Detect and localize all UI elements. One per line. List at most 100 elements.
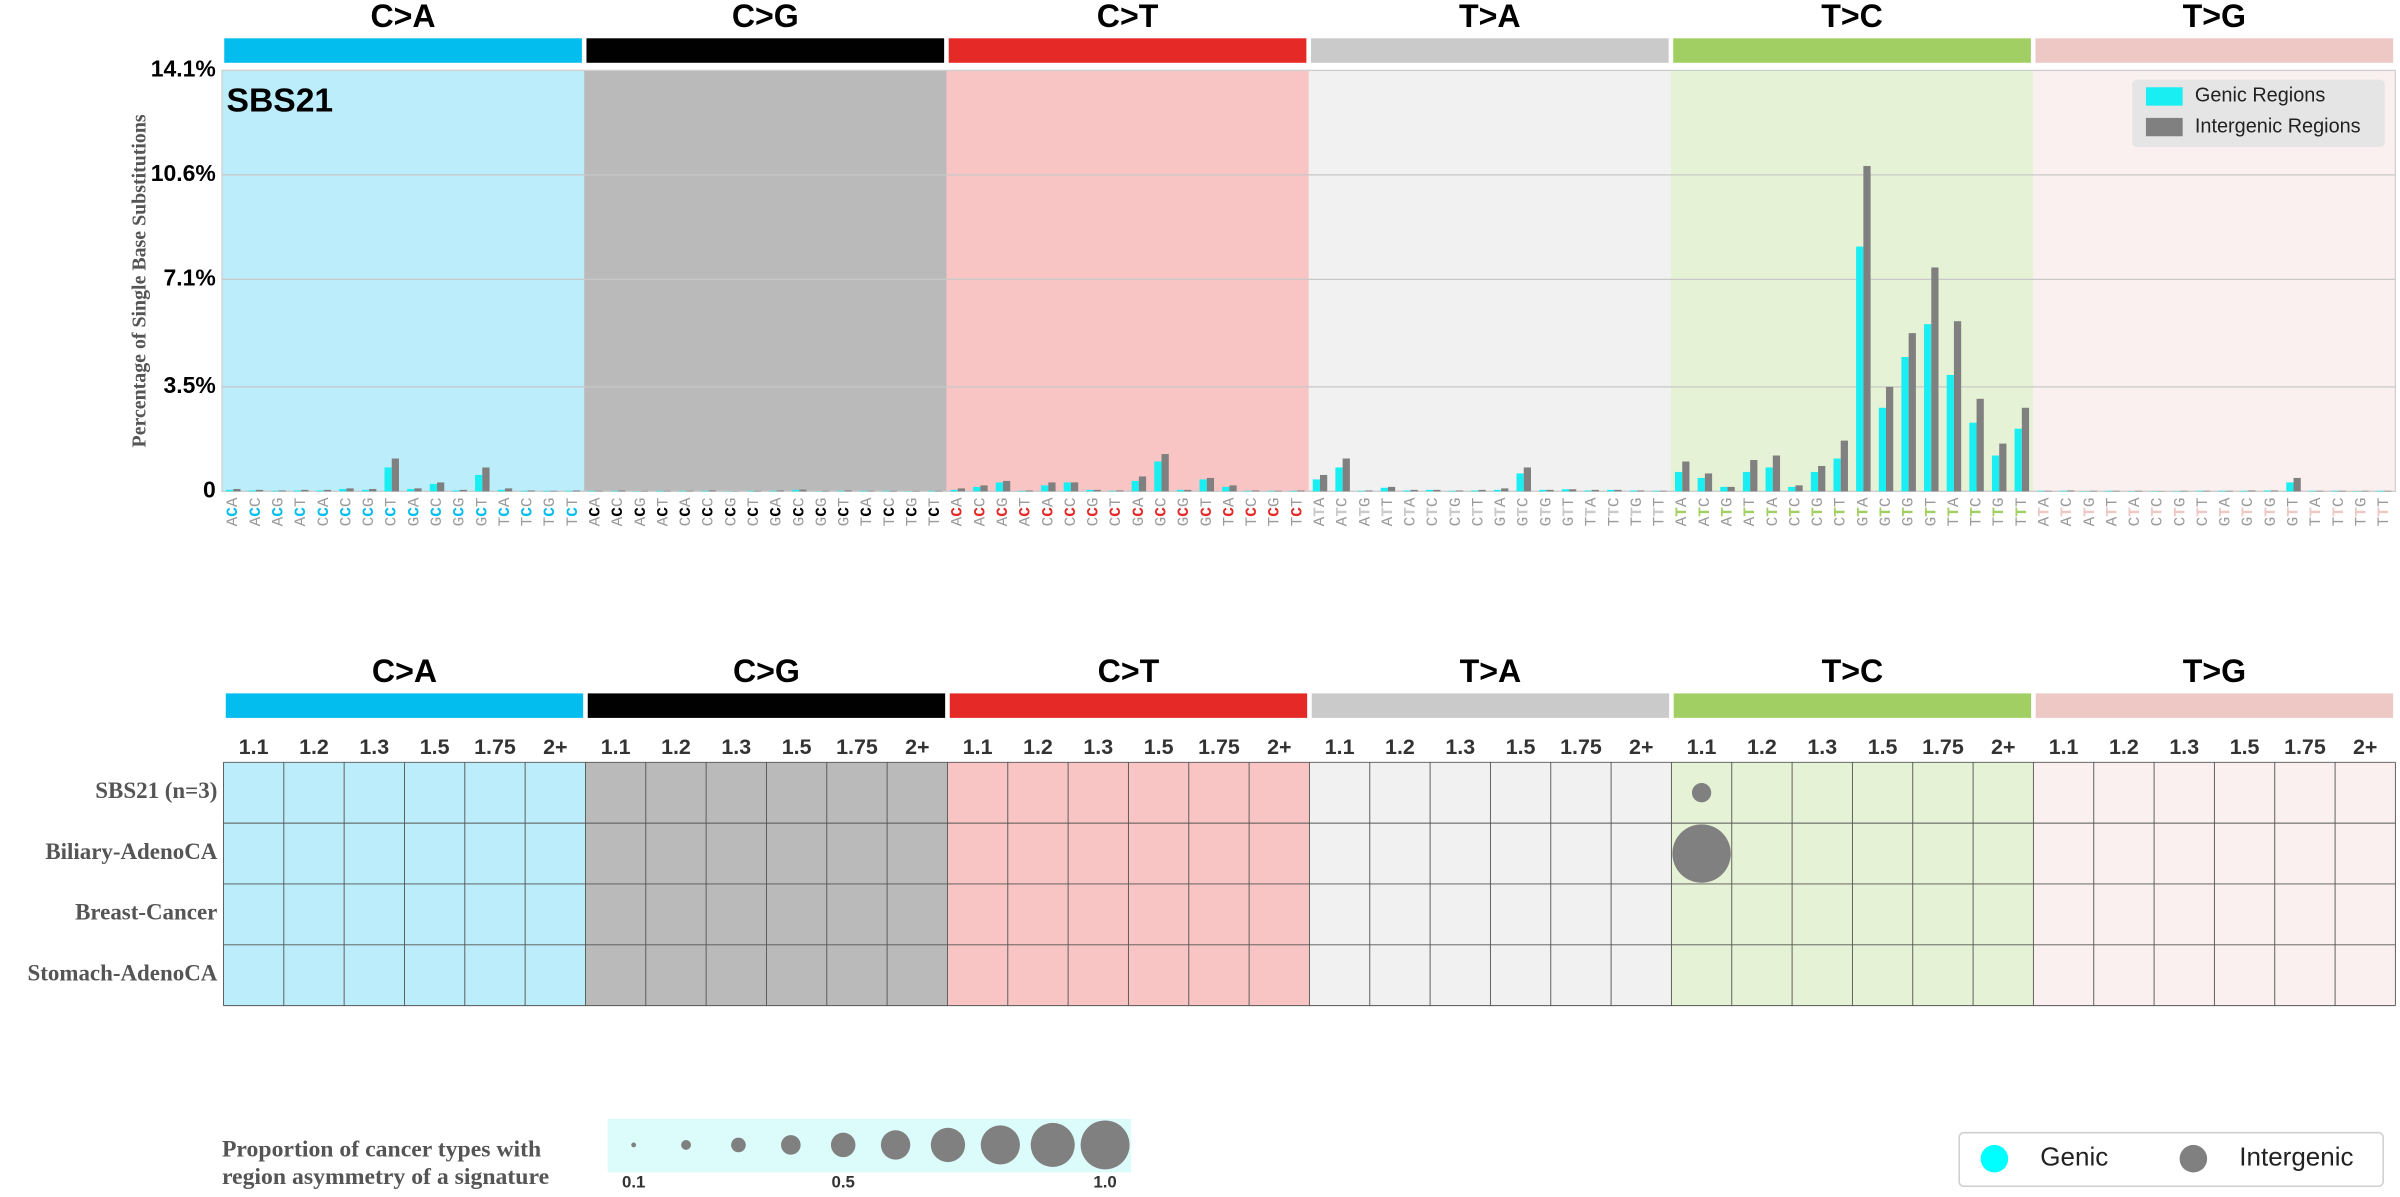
context-letter: T [1538,507,1556,517]
context-letter: T [1877,507,1895,517]
context-letter: T [1651,507,1669,517]
bar [1607,489,1615,492]
context-letter: C [2330,497,2348,507]
group-header-bar [949,693,1308,718]
context-letter: T [1787,507,1805,517]
context-letter: T [2104,497,2122,507]
context-letter: G [2262,517,2280,527]
size-legend-tick: 0.5 [831,1173,854,1192]
context-letter: T [2036,507,2054,517]
legend-swatch [2145,117,2183,137]
group-header-bar [2035,38,2394,63]
context-letter: T [1606,516,1624,526]
context-letter: G [360,497,378,507]
context-letter: T [1583,507,1601,517]
x-tick-label: ATG [2081,497,2099,526]
bar [1335,467,1343,492]
context-letter: A [972,516,990,526]
context-letter: T [2285,497,2303,507]
context-letter: C [1085,507,1103,517]
bar [1342,458,1350,492]
context-letter: G [813,497,831,507]
context-letter: T [2081,507,2099,517]
bar [1539,489,1547,492]
group-header-label: C>G [732,0,799,34]
context-letter: T [1266,516,1284,526]
bar [1856,246,1864,492]
bar [429,483,438,492]
bar [1818,465,1826,492]
y-axis-title: Percentage of Single Base Substitutions [128,114,150,447]
x-tick-label: TCT [926,497,944,526]
x-tick-label: GTT [1560,497,1578,526]
bar [497,489,505,492]
bar [1138,476,1147,492]
context-letter: T [1764,507,1782,517]
bar [1704,473,1713,492]
context-letter: C [1130,507,1148,517]
bar [935,490,943,492]
bar [1523,467,1532,492]
context-letter: T [1651,516,1669,526]
column-label: 1.5 [420,735,450,759]
context-letter: G [2217,517,2235,527]
context-letter: T [1696,507,1714,517]
x-tick-label: CCA [677,497,695,526]
x-tick-label: TTG [1990,497,2008,526]
size-legend-bubble [830,1132,856,1158]
bar [1682,461,1690,492]
bar [656,490,664,492]
column-label: 1.3 [721,735,751,759]
context-letter: T [655,497,673,507]
bar [1546,489,1554,492]
context-letter: A [994,516,1012,526]
bar [2105,490,2113,492]
bar [361,489,370,492]
context-letter: T [292,497,310,507]
bar [248,490,256,492]
context-letter: C [451,507,469,517]
context-letter: C [677,507,695,517]
context-letter: G [768,517,786,527]
bar [1908,333,1916,492]
context-letter: C [1085,517,1103,527]
context-letter: A [2058,516,2076,526]
region-background [1670,70,2034,492]
x-tick-label: CCC [700,497,718,526]
bar [588,490,596,492]
context-letter: C [1153,497,1171,507]
bar [459,489,467,492]
context-letter: T [2330,507,2348,517]
bar [1018,490,1026,492]
context-letter: A [1357,516,1375,526]
context-letter: C [700,507,718,517]
context-letter: T [2104,507,2122,517]
group-header-label: T>C [1822,653,1884,689]
context-letter: T [1470,497,1488,507]
column-label: 2+ [1991,735,2015,759]
y-tick-label: 0 [203,476,216,502]
bar [957,488,965,492]
context-letter: T [2353,507,2371,517]
bar [527,490,535,492]
context-letter: C [1153,507,1171,517]
column-label: 1.2 [1747,735,1777,759]
size-legend-bubble [631,1142,637,1148]
context-letter: G [1990,497,2008,507]
context-letter: C [496,507,514,517]
bar [610,490,619,492]
context-letter: C [338,507,356,517]
context-letter: C [338,497,356,507]
x-tick-label: ACT [292,497,310,526]
group-header-bar [2035,693,2394,718]
bar [1297,490,1305,492]
context-letter: T [2307,516,2325,526]
group-header-label: C>G [733,653,800,689]
context-letter: C [768,507,786,517]
x-tick-label: ACA [949,497,967,526]
x-tick-label: ACA [587,497,605,526]
column-label: 1.1 [601,735,631,759]
context-letter: C [1877,497,1895,507]
bar [1999,443,2007,492]
